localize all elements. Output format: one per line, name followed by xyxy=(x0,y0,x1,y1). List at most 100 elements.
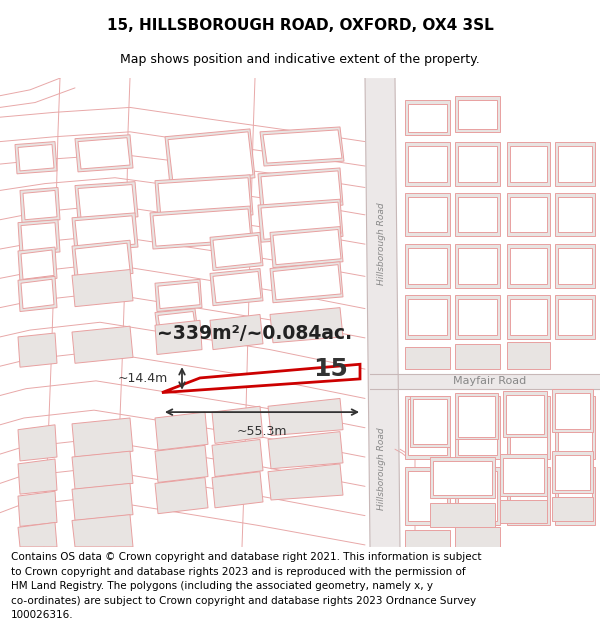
Polygon shape xyxy=(455,295,500,339)
Polygon shape xyxy=(408,399,447,455)
Polygon shape xyxy=(413,399,447,444)
Polygon shape xyxy=(150,206,253,249)
Polygon shape xyxy=(510,471,547,521)
Polygon shape xyxy=(405,530,450,547)
Text: 100026316.: 100026316. xyxy=(11,610,73,620)
Polygon shape xyxy=(455,142,500,186)
Polygon shape xyxy=(455,244,500,288)
Polygon shape xyxy=(408,104,447,132)
Polygon shape xyxy=(21,222,57,252)
Polygon shape xyxy=(18,220,60,255)
Polygon shape xyxy=(555,467,595,526)
Polygon shape xyxy=(430,457,495,498)
Polygon shape xyxy=(155,412,208,450)
Polygon shape xyxy=(500,454,547,496)
Polygon shape xyxy=(258,168,343,211)
Polygon shape xyxy=(155,320,202,354)
Text: to Crown copyright and database rights 2023 and is reproduced with the permissio: to Crown copyright and database rights 2… xyxy=(11,567,466,577)
Polygon shape xyxy=(510,248,547,284)
Polygon shape xyxy=(555,193,595,236)
Text: Contains OS data © Crown copyright and database right 2021. This information is : Contains OS data © Crown copyright and d… xyxy=(11,552,481,562)
Polygon shape xyxy=(552,451,593,493)
Polygon shape xyxy=(18,276,57,311)
Text: 15: 15 xyxy=(313,357,348,381)
Polygon shape xyxy=(370,374,600,389)
Text: Mayfair Road: Mayfair Road xyxy=(454,376,527,386)
Polygon shape xyxy=(555,396,595,459)
Polygon shape xyxy=(455,396,500,459)
Polygon shape xyxy=(408,471,447,521)
Polygon shape xyxy=(558,146,592,182)
Polygon shape xyxy=(72,514,133,547)
Polygon shape xyxy=(268,464,343,500)
Polygon shape xyxy=(558,198,592,232)
Polygon shape xyxy=(455,193,500,236)
Polygon shape xyxy=(20,188,60,222)
Polygon shape xyxy=(458,396,495,436)
Polygon shape xyxy=(458,198,497,232)
Text: ~14.4m: ~14.4m xyxy=(118,372,168,385)
Polygon shape xyxy=(18,247,57,282)
Polygon shape xyxy=(507,467,550,526)
Polygon shape xyxy=(510,299,547,335)
Polygon shape xyxy=(458,399,497,455)
Polygon shape xyxy=(405,396,450,459)
Polygon shape xyxy=(155,445,208,483)
Polygon shape xyxy=(72,240,133,279)
Text: 15, HILLSBOROUGH ROAD, OXFORD, OX4 3SL: 15, HILLSBOROUGH ROAD, OXFORD, OX4 3SL xyxy=(107,18,493,32)
Polygon shape xyxy=(213,271,261,302)
Polygon shape xyxy=(18,522,57,547)
Polygon shape xyxy=(507,142,550,186)
Polygon shape xyxy=(162,364,360,392)
Polygon shape xyxy=(503,458,544,493)
Polygon shape xyxy=(153,209,251,246)
Polygon shape xyxy=(455,392,498,439)
Polygon shape xyxy=(155,478,208,514)
Polygon shape xyxy=(268,432,343,469)
Polygon shape xyxy=(408,146,447,182)
Polygon shape xyxy=(18,333,57,367)
Polygon shape xyxy=(507,396,550,459)
Text: Map shows position and indicative extent of the property.: Map shows position and indicative extent… xyxy=(120,53,480,66)
Polygon shape xyxy=(430,503,495,528)
Polygon shape xyxy=(18,144,54,171)
Polygon shape xyxy=(212,406,263,443)
Polygon shape xyxy=(72,269,133,307)
Polygon shape xyxy=(75,216,135,249)
Polygon shape xyxy=(458,299,497,335)
Polygon shape xyxy=(212,472,263,508)
Polygon shape xyxy=(270,262,343,302)
Polygon shape xyxy=(552,497,593,521)
Polygon shape xyxy=(552,389,593,432)
Polygon shape xyxy=(507,342,550,369)
Polygon shape xyxy=(455,344,500,369)
Polygon shape xyxy=(18,425,57,461)
Polygon shape xyxy=(158,282,200,309)
Polygon shape xyxy=(261,202,341,239)
Polygon shape xyxy=(270,226,343,268)
Polygon shape xyxy=(455,528,500,547)
Polygon shape xyxy=(500,500,547,524)
Polygon shape xyxy=(158,311,196,335)
Polygon shape xyxy=(510,198,547,232)
Polygon shape xyxy=(168,132,253,182)
Polygon shape xyxy=(433,461,492,495)
Polygon shape xyxy=(405,99,450,135)
Polygon shape xyxy=(458,99,497,129)
Polygon shape xyxy=(158,177,251,217)
Polygon shape xyxy=(268,399,343,436)
Polygon shape xyxy=(75,243,130,276)
Polygon shape xyxy=(165,129,255,186)
Text: co-ordinates) are subject to Crown copyright and database rights 2023 Ordnance S: co-ordinates) are subject to Crown copyr… xyxy=(11,596,476,606)
Polygon shape xyxy=(510,146,547,182)
Polygon shape xyxy=(458,248,497,284)
Polygon shape xyxy=(507,244,550,288)
Polygon shape xyxy=(405,193,450,236)
Polygon shape xyxy=(273,229,341,264)
Polygon shape xyxy=(558,299,592,335)
Polygon shape xyxy=(21,250,54,279)
Polygon shape xyxy=(23,191,57,220)
Polygon shape xyxy=(507,295,550,339)
Polygon shape xyxy=(72,418,133,457)
Text: ~339m²/~0.084ac.: ~339m²/~0.084ac. xyxy=(157,324,353,344)
